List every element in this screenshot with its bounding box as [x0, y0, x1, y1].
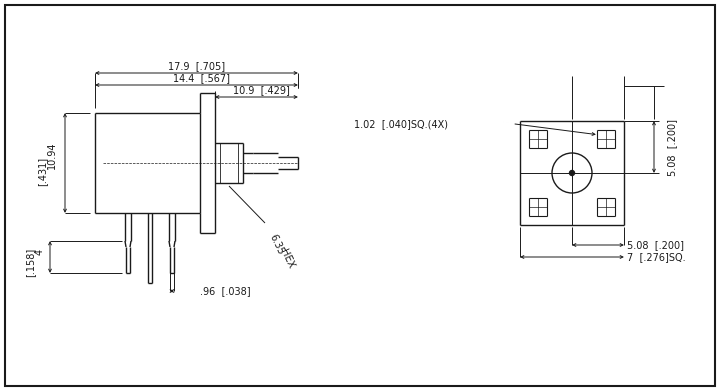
Text: 14.4  [.567]: 14.4 [.567] [173, 73, 230, 83]
Text: 6.35: 6.35 [268, 233, 286, 257]
Text: 5.08  [.200]: 5.08 [.200] [627, 240, 684, 250]
Text: 5.08  [.200]: 5.08 [.200] [667, 118, 677, 176]
Text: .96  [.038]: .96 [.038] [200, 286, 251, 296]
Text: 1.02  [.040]SQ.(4X): 1.02 [.040]SQ.(4X) [354, 119, 448, 129]
Text: 4: 4 [35, 249, 45, 255]
Text: HEX: HEX [278, 248, 296, 271]
Text: [.158]: [.158] [25, 248, 35, 276]
Text: 10.9  [.429]: 10.9 [.429] [233, 85, 290, 95]
Text: 7  [.276]SQ.: 7 [.276]SQ. [627, 252, 685, 262]
Circle shape [570, 170, 575, 176]
Text: 17.9  [.705]: 17.9 [.705] [168, 61, 225, 71]
Text: 10.94: 10.94 [47, 141, 57, 169]
Text: [.431]: [.431] [37, 156, 47, 186]
